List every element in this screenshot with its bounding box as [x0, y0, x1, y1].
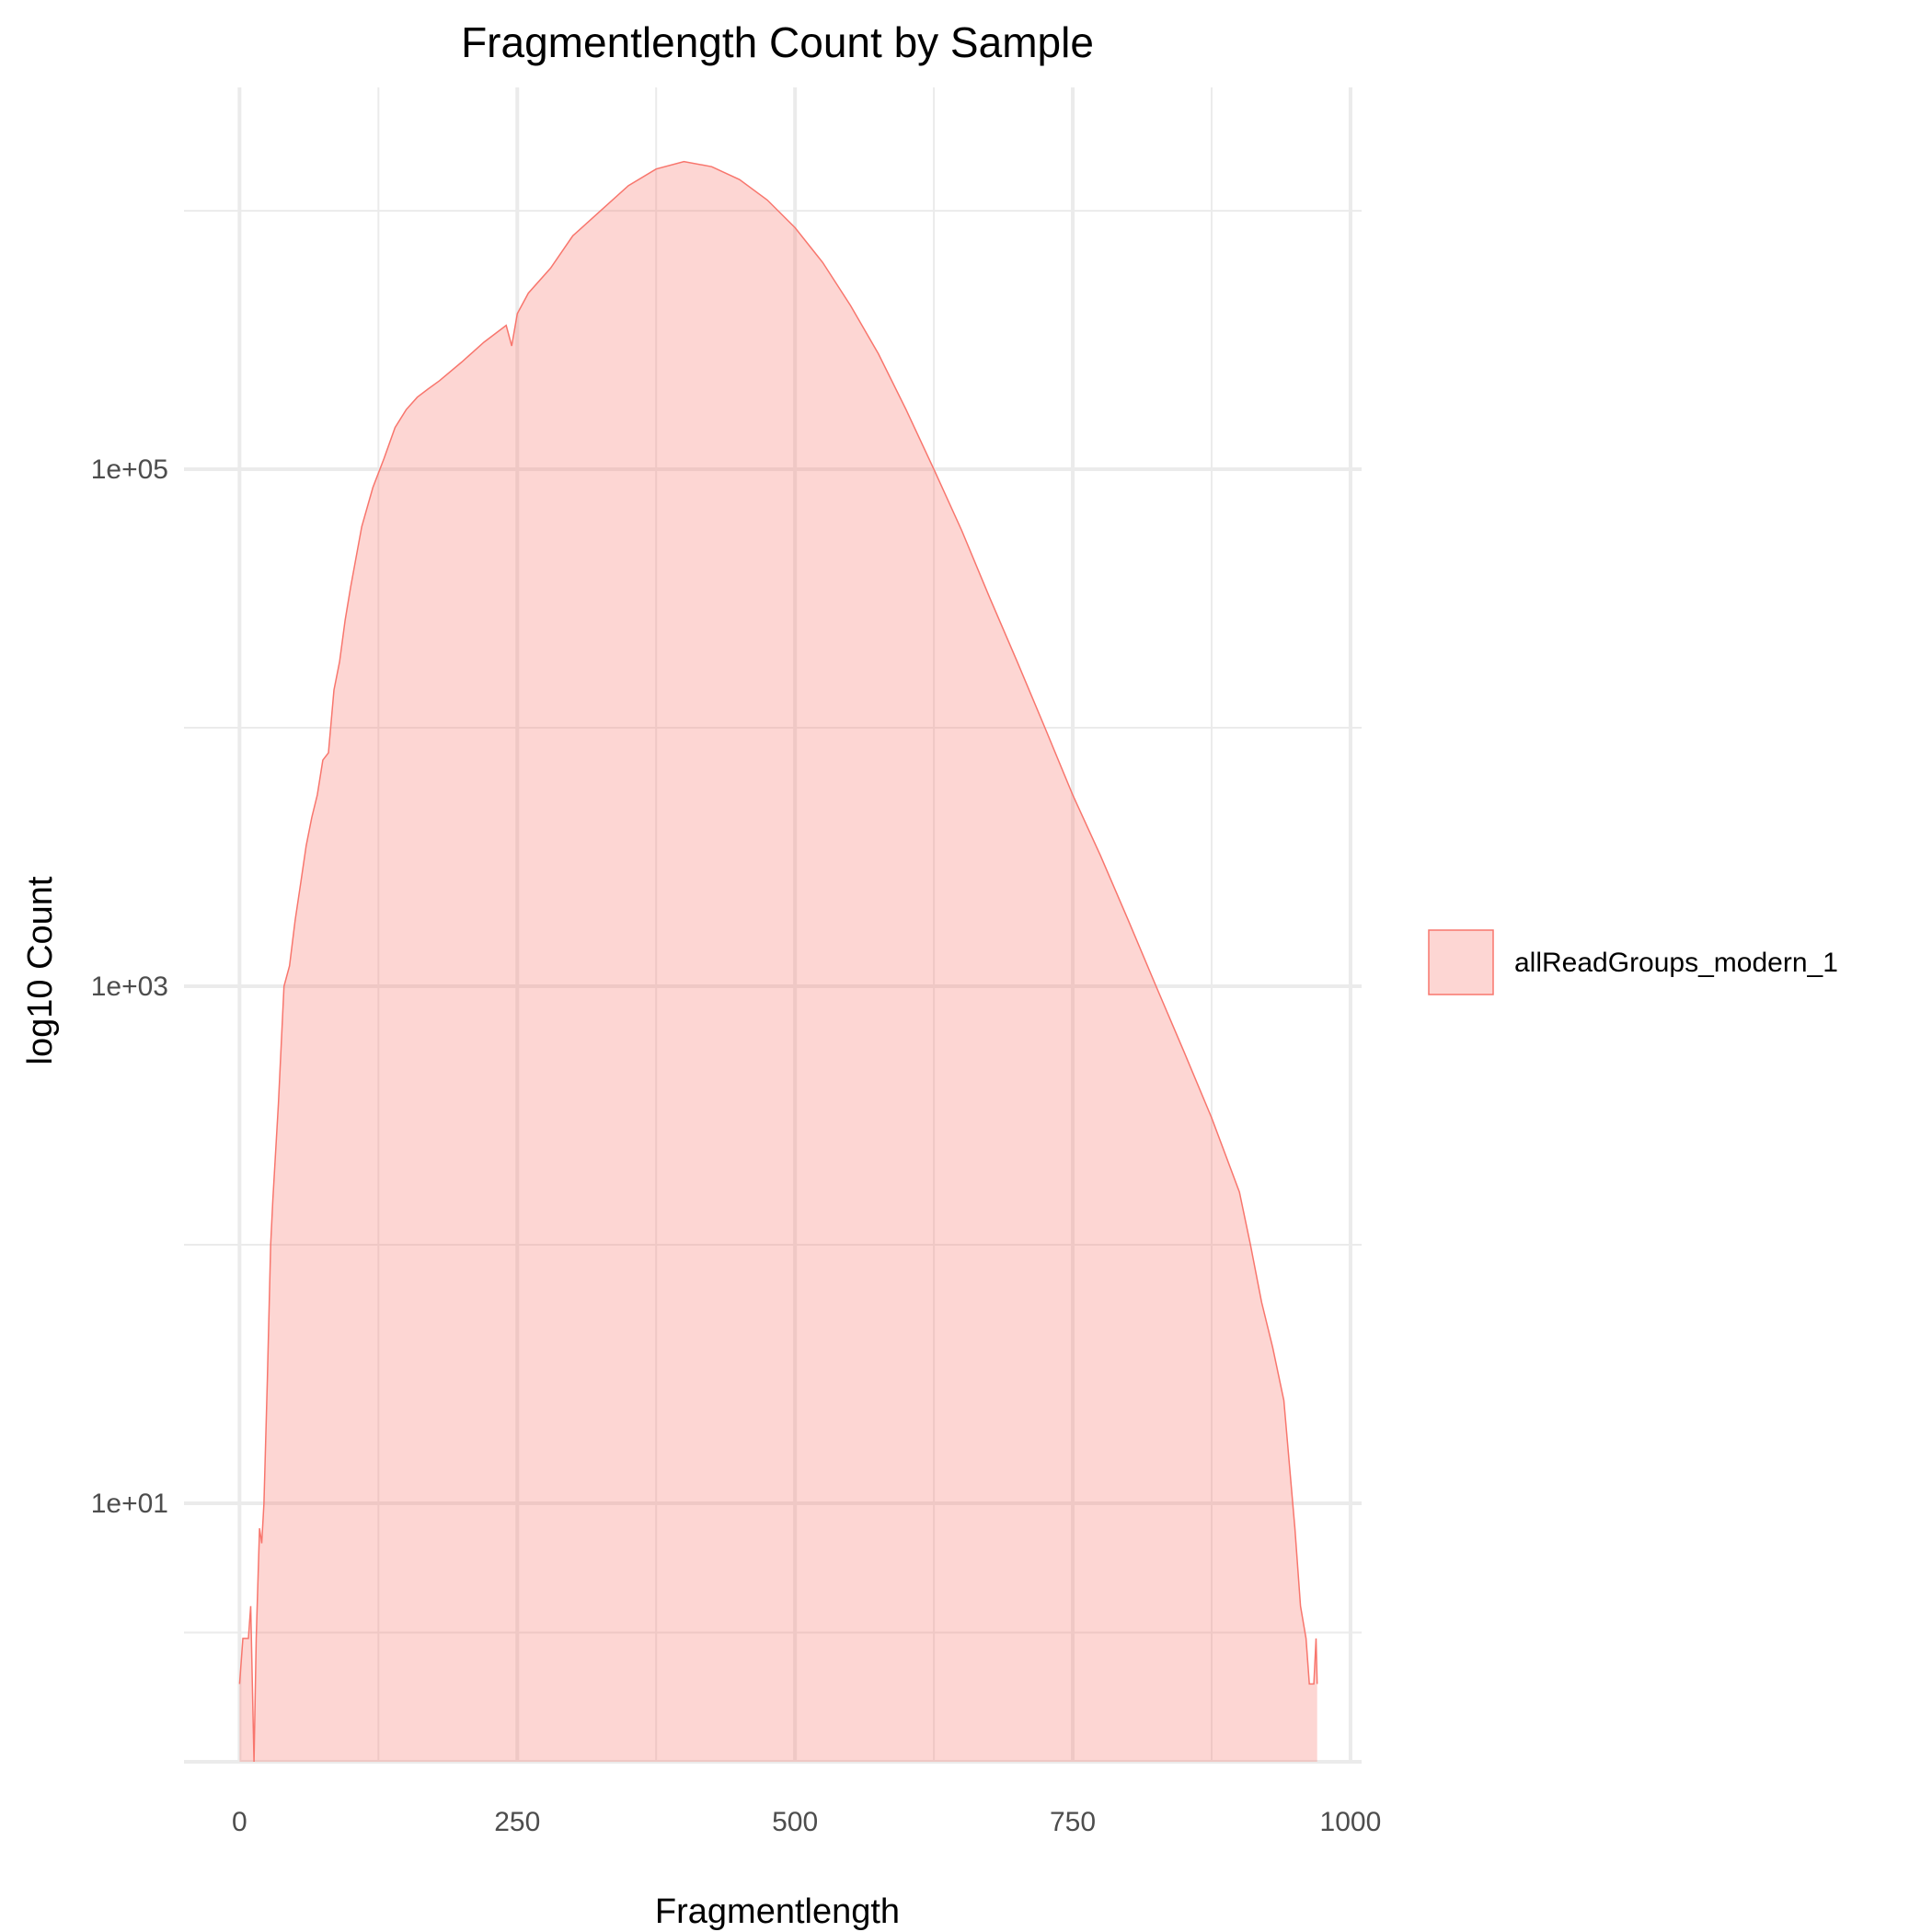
y-axis-title: log10 Count [21, 876, 60, 1064]
legend: allReadGroups_modern_1 [1428, 929, 1838, 995]
y-tick-label: 1e+01 [91, 1489, 168, 1519]
series-outline [238, 160, 1318, 1763]
major-gridlines [184, 87, 1362, 1764]
minor-gridlines [184, 87, 1362, 1762]
x-axis-ticks: 0 250 500 750 1000 [232, 1807, 1381, 1837]
x-tick-label: 250 [494, 1807, 540, 1837]
series-area-fill [239, 161, 1317, 1763]
series-layer [238, 160, 1318, 1763]
x-tick-label: 1000 [1320, 1807, 1382, 1837]
x-axis-title: Fragmentlength [655, 1892, 900, 1931]
x-tick-label: 500 [772, 1807, 818, 1837]
y-tick-label: 1e+05 [91, 454, 168, 485]
y-tick-label: 1e+03 [91, 972, 168, 1002]
x-tick-label: 0 [232, 1807, 247, 1837]
legend-key-swatch [1428, 929, 1494, 995]
y-axis-ticks: 1e+01 1e+03 1e+05 [91, 454, 168, 1519]
x-tick-label: 750 [1050, 1807, 1096, 1837]
legend-label: allReadGroups_modern_1 [1514, 948, 1838, 978]
chart-title: Fragmentlength Count by Sample [461, 18, 1094, 66]
